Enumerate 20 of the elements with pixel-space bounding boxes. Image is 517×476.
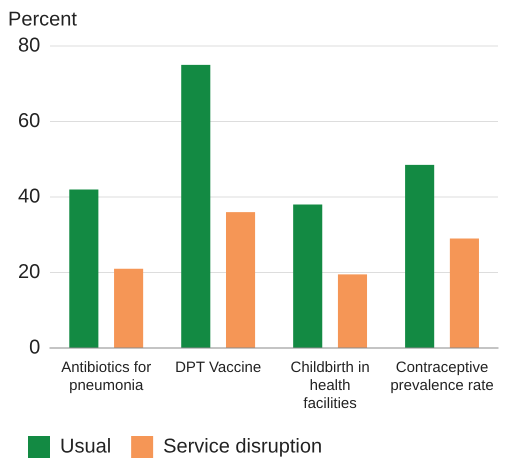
bar [405,164,434,348]
x-tick-label: Contraceptive prevalence rate [390,359,494,394]
x-tick-label: DPT Vaccine [175,359,262,376]
y-tick-label: 40 [18,186,40,208]
y-tick-label: 20 [18,261,40,284]
bar [450,238,479,348]
x-tick-label: Antibiotics for pneumonia [61,359,152,394]
bar [338,274,368,348]
bar [69,189,98,348]
bar [181,64,210,348]
bar [114,268,144,348]
legend-label: Service disruption [163,436,322,458]
bar [293,204,322,348]
y-axis-title: Percent [8,8,78,31]
bar [226,212,256,348]
y-tick-label: 0 [29,336,40,359]
legend-label: Usual [60,436,112,458]
x-tick-label: Childbirth in health facilities [290,359,370,412]
y-tick-label: 80 [18,34,40,57]
y-tick-label: 60 [18,110,40,132]
